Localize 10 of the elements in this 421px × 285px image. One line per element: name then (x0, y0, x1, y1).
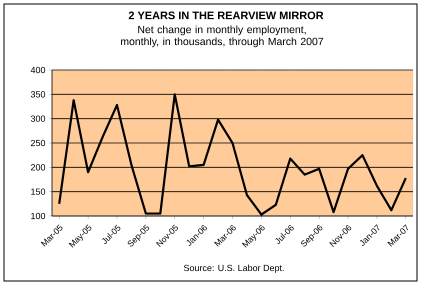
y-tick-label: 250 (30, 140, 46, 146)
source-note: Source: U.S. Labor Dept. (184, 264, 284, 273)
y-tick-label: 400 (30, 66, 46, 74)
y-tick-label: 150 (31, 188, 46, 195)
chart-title: 2 YEARS IN THE REARVIEW MIRROR (128, 12, 324, 20)
chart-subtitle: Net change in monthly employment, monthly, in thousands, through March 2007 (121, 26, 324, 48)
y-tick-label: 350 (30, 91, 46, 98)
y-tick-label: 100 (31, 212, 46, 220)
y-tick-label: 300 (30, 115, 46, 122)
y-tick-label: 200 (30, 164, 46, 171)
